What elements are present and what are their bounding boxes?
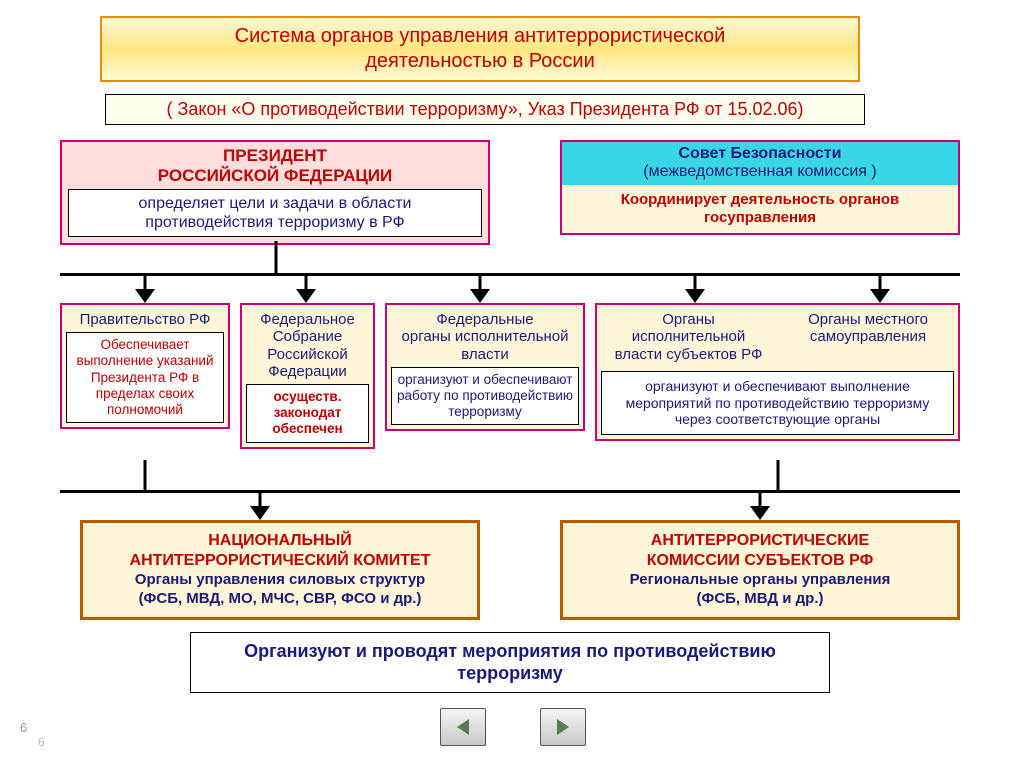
assembly-title: Федеральное Собрание Российской Федераци… bbox=[246, 309, 369, 384]
president-block: ПРЕЗИДЕНТ РОССИЙСКОЙ ФЕДЕРАЦИИ определяе… bbox=[60, 140, 490, 245]
security-council-block: Совет Безопасности (межведомственная ком… bbox=[560, 140, 960, 235]
box-federal-exec: Федеральные органы исполнительной власти… bbox=[385, 303, 585, 431]
arrow-down-3 bbox=[468, 273, 492, 303]
nak-line3: (ФСБ, МВД, МО, МЧС, СВР, ФСО и др.) bbox=[93, 590, 467, 609]
local-title: Органы местного самоуправления bbox=[782, 309, 954, 350]
nak-title: НАЦИОНАЛЬНЫЙ АНТИТЕРРОРИСТИЧЕСКИЙ КОМИТЕ… bbox=[93, 531, 467, 571]
page-number: 6 bbox=[20, 720, 27, 735]
connector-president-down bbox=[273, 241, 279, 275]
assembly-body: осуществ. законодат обеспечен bbox=[246, 384, 369, 443]
president-title: ПРЕЗИДЕНТ РОССИЙСКОЙ ФЕДЕРАЦИИ bbox=[68, 146, 482, 189]
diagram-title: Система органов управления антитеррорист… bbox=[100, 16, 860, 82]
arrow-down-1 bbox=[133, 273, 157, 303]
nav-prev-button[interactable] bbox=[440, 708, 486, 746]
title-line2: деятельностью в России bbox=[365, 50, 595, 72]
gov-title: Правительство РФ bbox=[66, 309, 224, 332]
regional-local-body: организуют и обеспечивают выполнение мер… bbox=[601, 371, 954, 435]
nak-line2: Органы управления силовых структур bbox=[93, 571, 467, 590]
arrow-down-2 bbox=[294, 273, 318, 303]
box-atk: АНТИТЕРРОРИСТИЧЕСКИЕ КОМИССИИ СУБЪЕКТОВ … bbox=[560, 520, 960, 620]
atk-line3: (ФСБ, МВД и др.) bbox=[573, 590, 947, 609]
fed-exec-body: организуют и обеспечивают работу по прот… bbox=[391, 367, 579, 426]
box-federal-assembly: Федеральное Собрание Российской Федераци… bbox=[240, 303, 375, 449]
fed-exec-title: Федеральные органы исполнительной власти bbox=[391, 309, 579, 367]
connector-gov-down bbox=[142, 460, 148, 492]
subtitle: ( Закон «О противодействии терроризму», … bbox=[105, 94, 865, 125]
title-line1: Система органов управления антитеррорист… bbox=[235, 25, 726, 47]
final-box: Организуют и проводят мероприятия по про… bbox=[190, 632, 830, 693]
box-regional-local: Органы исполнительной власти субъектов Р… bbox=[595, 303, 960, 441]
council-body: Координирует деятельность органов госупр… bbox=[562, 185, 958, 233]
arrow-down-nak bbox=[248, 490, 272, 520]
subj-exec-title: Органы исполнительной власти субъектов Р… bbox=[601, 309, 776, 367]
atk-line2: Региональные органы управления bbox=[573, 571, 947, 590]
hline-top bbox=[60, 273, 960, 276]
page-number-shadow: 6 bbox=[38, 735, 45, 749]
arrow-down-atk bbox=[748, 490, 772, 520]
box-nak: НАЦИОНАЛЬНЫЙ АНТИТЕРРОРИСТИЧЕСКИЙ КОМИТЕ… bbox=[80, 520, 480, 620]
triangle-left-icon bbox=[453, 717, 473, 737]
arrow-down-4 bbox=[683, 273, 707, 303]
triangle-right-icon bbox=[553, 717, 573, 737]
hline-mid bbox=[60, 490, 960, 493]
subtitle-text: ( Закон «О противодействии терроризму», … bbox=[167, 99, 804, 119]
atk-title: АНТИТЕРРОРИСТИЧЕСКИЕ КОМИССИИ СУБЪЕКТОВ … bbox=[573, 531, 947, 571]
gov-body: Обеспечивает выполнение указаний Президе… bbox=[66, 332, 224, 423]
council-title: Совет Безопасности (межведомственная ком… bbox=[562, 142, 958, 185]
president-body: определяет цели и задачи в области проти… bbox=[68, 189, 482, 237]
nav-next-button[interactable] bbox=[540, 708, 586, 746]
box-government: Правительство РФ Обеспечивает выполнение… bbox=[60, 303, 230, 429]
arrow-down-5 bbox=[868, 273, 892, 303]
connector-regional-down bbox=[775, 460, 781, 492]
